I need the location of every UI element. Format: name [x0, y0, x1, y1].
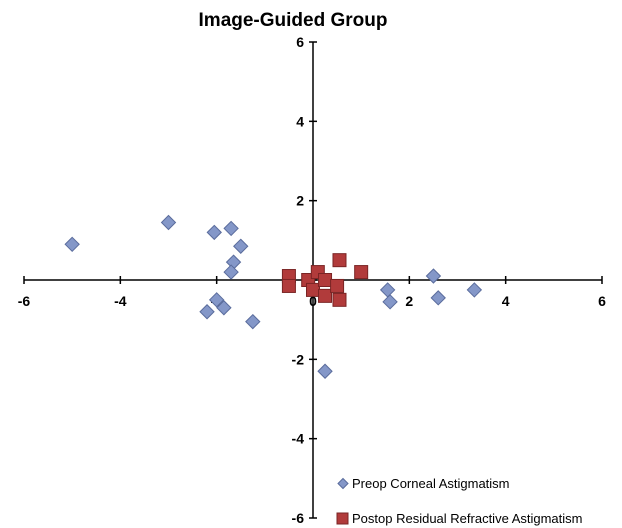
preop-point: [466, 282, 483, 298]
y-tick-label: 6: [296, 34, 304, 50]
legend-marker-postop: [336, 512, 349, 525]
y-tick-label: 4: [296, 113, 304, 129]
x-tick-label: -6: [18, 293, 31, 309]
postop-point: [281, 278, 296, 293]
preop-point: [199, 304, 215, 320]
x-tick-label: 6: [598, 293, 606, 309]
x-tick-label: 0: [309, 293, 317, 309]
postop-point: [318, 288, 333, 303]
preop-point: [382, 294, 398, 310]
preop-point: [430, 290, 446, 306]
y-tick-label: -4: [292, 431, 305, 447]
preop-point: [64, 236, 80, 253]
postop-point: [332, 292, 347, 307]
preop-point: [425, 268, 442, 284]
preop-point: [208, 292, 225, 308]
preop-point: [206, 224, 222, 241]
postop-point: [332, 253, 347, 268]
preop-point: [317, 363, 333, 379]
legend-item-preop: Preop Corneal Astigmatism: [337, 476, 510, 491]
chart-title: Image-Guided Group: [199, 10, 388, 31]
preop-point: [379, 282, 396, 298]
postop-point: [318, 273, 333, 287]
x-tick-label: 2: [405, 293, 413, 309]
data-points: [64, 214, 483, 379]
y-tick-label: 2: [296, 193, 304, 209]
preop-point: [223, 220, 239, 237]
legend-label-preop: Preop Corneal Astigmatism: [352, 476, 510, 491]
postop-point: [354, 265, 369, 280]
legend-marker-preop: [337, 477, 349, 490]
legend: Preop Corneal Astigmatism Postop Residua…: [336, 476, 582, 526]
legend-item-postop: Postop Residual Refractive Astigmatism: [336, 511, 582, 526]
postop-point: [330, 278, 345, 293]
legend-label-postop: Postop Residual Refractive Astigmatism: [352, 511, 582, 526]
preop-point: [216, 300, 232, 316]
preop-point: [223, 264, 239, 280]
preop-point: [160, 214, 177, 231]
x-tick-label: -4: [114, 293, 127, 309]
y-tick-label: -2: [292, 351, 305, 367]
preop-point: [245, 313, 261, 330]
postop-point: [306, 282, 320, 297]
x-tick-label: 4: [502, 293, 510, 309]
y-tick-label: -6: [292, 510, 305, 526]
preop-point: [233, 238, 249, 254]
